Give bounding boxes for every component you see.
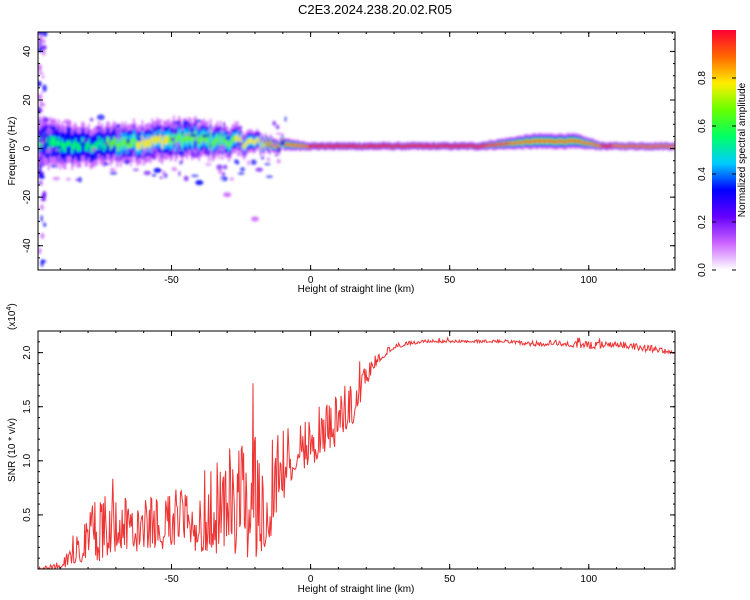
colorbar-tick-label: 0.0 xyxy=(697,263,708,277)
snr-y-multiplier: (x104) xyxy=(6,303,18,330)
figure-title: C2E3.2024.238.20.02.R05 xyxy=(298,2,452,17)
y-tick-label: 40 xyxy=(22,45,33,57)
spectrogram-heatmap xyxy=(38,32,675,267)
snr-xlabel: Height of straight line (km) xyxy=(298,584,415,595)
chirp-branch-blob xyxy=(223,192,232,198)
y-tick-label: 2.0 xyxy=(22,345,33,359)
chirp-branch-blob xyxy=(195,180,204,186)
spectrogram-panel: -50 0 50 100 -40 -20 0 20 40 Height of straight … xyxy=(7,31,676,295)
colorbar-axis: 0.0 0.2 0.4 0.6 0.8 xyxy=(697,71,736,277)
colorbar-label: Normalized spectral amplitude xyxy=(737,82,748,217)
x-tick-label: 100 xyxy=(580,574,597,585)
x-tick-label: 100 xyxy=(580,275,597,286)
colorbar-gradient xyxy=(712,30,736,270)
y-tick-label: 0 xyxy=(22,145,33,151)
y-tick-label: 1.5 xyxy=(22,399,33,413)
snr-axes: -50 0 50 100 0.5 1.0 1.5 2.0 xyxy=(22,331,675,585)
chirp-branch-blob xyxy=(251,216,259,222)
colorbar-tick-label: 0.6 xyxy=(697,119,708,133)
multiplier-exponent: 4 xyxy=(6,307,13,311)
colorbar: 0.0 0.2 0.4 0.6 0.8 Normalized spectral ampl… xyxy=(697,30,748,277)
x-tick-label: 50 xyxy=(444,275,456,286)
y-tick-label: -20 xyxy=(22,189,33,204)
x-tick-label: 0 xyxy=(308,574,314,585)
multiplier-close: ) xyxy=(7,303,18,306)
spectrogram-axes: -50 0 50 100 -40 -20 0 20 40 xyxy=(22,32,675,286)
x-tick-label: -50 xyxy=(164,275,179,286)
x-tick-label: 0 xyxy=(308,275,314,286)
snr-ylabel: SNR (10 * v/v) xyxy=(7,418,18,482)
chirp-branch-blob xyxy=(153,167,162,173)
y-tick-label: 1.0 xyxy=(22,453,33,467)
snr-series-line xyxy=(38,336,675,569)
y-tick-label: 20 xyxy=(22,94,33,106)
colorbar-tick-label: 0.4 xyxy=(697,167,708,181)
y-tick-label: -40 xyxy=(22,238,33,253)
spectrogram-ylabel: Frequency (Hz) xyxy=(7,117,18,186)
snr-frame xyxy=(37,330,676,570)
spectrogram-frame xyxy=(37,31,676,271)
y-tick-label: 0.5 xyxy=(22,508,33,522)
snr-panel: -50 0 50 100 0.5 1.0 1.5 2.0 Height of straight… xyxy=(6,303,676,595)
x-tick-label: 50 xyxy=(444,574,456,585)
colorbar-tick-label: 0.2 xyxy=(697,215,708,229)
colorbar-tick-label: 0.8 xyxy=(697,71,708,85)
multiplier-base: (x10 xyxy=(7,310,18,330)
svg-text:(x104): (x104) xyxy=(6,303,18,330)
x-tick-label: -50 xyxy=(164,574,179,585)
spectrogram-xlabel: Height of straight line (km) xyxy=(298,284,415,295)
